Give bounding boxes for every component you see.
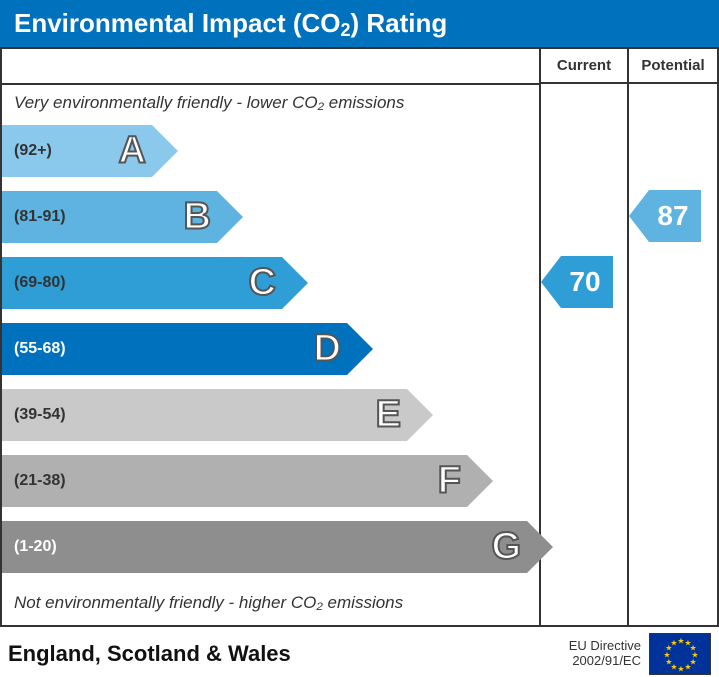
- band-body-A: (92+) A: [2, 125, 152, 177]
- directive-line2: 2002/91/EC: [569, 654, 641, 669]
- band-letter-G: G: [491, 526, 521, 569]
- band-range-E: (39-54): [14, 406, 66, 424]
- band-letter-C: C: [249, 262, 276, 305]
- directive-text: EU Directive 2002/91/EC: [569, 639, 641, 669]
- band-G: (1-20) G: [2, 521, 553, 573]
- current-pointer-value: 70: [561, 256, 613, 308]
- band-D: (55-68) D: [2, 323, 373, 375]
- title-text: Environmental Impact (CO2) Rating: [14, 8, 447, 38]
- eu-star-icon: ★: [677, 665, 684, 674]
- band-B: (81-91) B: [2, 191, 243, 243]
- band-C: (69-80) C: [2, 257, 308, 309]
- band-letter-A: A: [119, 130, 146, 173]
- band-range-D: (55-68): [14, 340, 66, 358]
- band-F: (21-38) F: [2, 455, 493, 507]
- band-arrow-F: [467, 455, 493, 507]
- eu-flag-icon: ★★★★★★★★★★★★: [649, 633, 711, 675]
- band-E: (39-54) E: [2, 389, 433, 441]
- bands-column: Very environmentally friendly - lower CO…: [2, 49, 541, 625]
- band-letter-F: F: [438, 460, 461, 503]
- band-arrow-A: [152, 125, 178, 177]
- bands-header-spacer: [2, 49, 539, 85]
- band-letter-E: E: [376, 394, 401, 437]
- current-header: Current: [541, 49, 627, 84]
- potential-column: Potential 87: [629, 49, 717, 625]
- potential-pointer-value: 87: [649, 190, 701, 242]
- band-arrow-E: [407, 389, 433, 441]
- current-pointer: 70: [541, 256, 613, 308]
- band-arrow-B: [217, 191, 243, 243]
- band-A: (92+) A: [2, 125, 178, 177]
- band-range-A: (92+): [14, 142, 52, 160]
- directive-line1: EU Directive: [569, 639, 641, 654]
- potential-header: Potential: [629, 49, 717, 84]
- band-range-G: (1-20): [14, 538, 57, 556]
- band-body-C: (69-80) C: [2, 257, 282, 309]
- band-letter-B: B: [184, 196, 211, 239]
- band-body-F: (21-38) F: [2, 455, 467, 507]
- title-bar: Environmental Impact (CO2) Rating: [0, 0, 719, 47]
- region-label: England, Scotland & Wales: [8, 641, 291, 667]
- eu-star-icon: ★: [670, 638, 677, 647]
- band-letter-D: D: [314, 328, 341, 371]
- hint-top: Very environmentally friendly - lower CO…: [14, 93, 404, 113]
- band-body-E: (39-54) E: [2, 389, 407, 441]
- band-body-D: (55-68) D: [2, 323, 347, 375]
- band-range-F: (21-38): [14, 472, 66, 490]
- current-pointer-arrow: [541, 256, 561, 308]
- hint-bottom: Not environmentally friendly - higher CO…: [14, 593, 403, 613]
- potential-pointer-arrow: [629, 190, 649, 242]
- potential-pointer: 87: [629, 190, 701, 242]
- band-range-B: (81-91): [14, 208, 66, 226]
- band-arrow-D: [347, 323, 373, 375]
- current-column: Current 70: [541, 49, 629, 625]
- band-body-B: (81-91) B: [2, 191, 217, 243]
- eu-star-icon: ★: [684, 663, 691, 672]
- band-range-C: (69-80): [14, 274, 66, 292]
- footer: England, Scotland & Wales EU Directive 2…: [0, 627, 719, 677]
- bands-area: Very environmentally friendly - lower CO…: [2, 85, 539, 625]
- band-body-G: (1-20) G: [2, 521, 527, 573]
- directive-box: EU Directive 2002/91/EC ★★★★★★★★★★★★: [569, 633, 711, 675]
- chart-container: Very environmentally friendly - lower CO…: [0, 47, 719, 627]
- band-arrow-C: [282, 257, 308, 309]
